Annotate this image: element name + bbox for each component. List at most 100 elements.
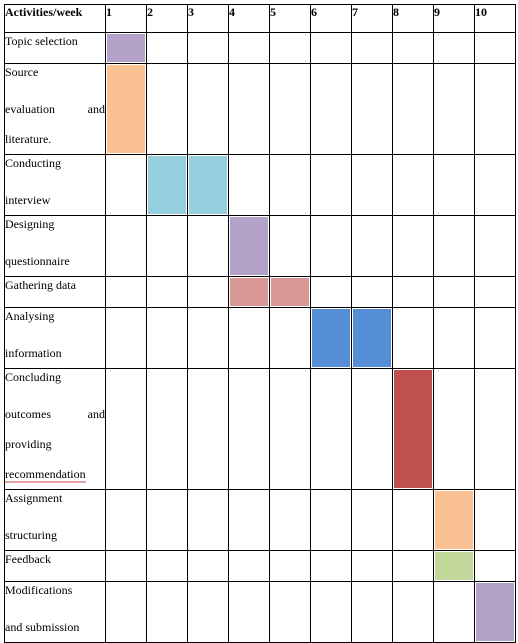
week-cell-3 [187, 32, 229, 64]
week-cell-4 [228, 63, 270, 155]
week-cell-8 [392, 307, 434, 369]
activity-name-line: Assignment [5, 491, 63, 505]
week-cell-1 [105, 63, 147, 155]
week-cell-7 [351, 32, 393, 64]
activity-row: Gathering data [4, 276, 516, 308]
activity-row: Designing questionnaire [4, 215, 516, 277]
week-cell-1 [105, 32, 147, 64]
week-header-9: 9 [433, 4, 475, 33]
week-header-6: 6 [310, 4, 352, 33]
week-cell-7 [351, 63, 393, 155]
schedule-bar [230, 217, 268, 275]
week-cell-8 [392, 489, 434, 551]
week-header-1: 1 [105, 4, 147, 33]
week-cell-9 [433, 489, 475, 551]
week-cell-10 [474, 63, 516, 155]
week-cell-6 [310, 368, 352, 490]
week-cell-10 [474, 32, 516, 64]
week-cell-9 [433, 215, 475, 277]
week-cell-5 [269, 154, 311, 216]
activity-name: Source evaluation and literature. [4, 63, 106, 155]
activity-name-line: outcomes and [5, 407, 105, 421]
activity-row: Source evaluation and literature. [4, 63, 516, 155]
week-cell-1 [105, 489, 147, 551]
week-cell-9 [433, 32, 475, 64]
schedule-bar [435, 552, 473, 580]
week-cell-1 [105, 307, 147, 369]
week-cell-8 [392, 154, 434, 216]
week-header-10: 10 [474, 4, 516, 33]
week-cell-9 [433, 154, 475, 216]
activity-name: Analysing information [4, 307, 106, 369]
week-cell-5 [269, 307, 311, 369]
week-cell-8 [392, 550, 434, 582]
activity-name-line: and submission [5, 620, 80, 634]
week-cell-2 [146, 489, 188, 551]
week-cell-8 [392, 215, 434, 277]
week-cell-3 [187, 581, 229, 643]
schedule-bar [353, 309, 391, 367]
week-header-5: 5 [269, 4, 311, 33]
week-cell-2 [146, 154, 188, 216]
schedule-bar [394, 370, 432, 488]
week-cell-2 [146, 581, 188, 643]
header-row: Activities/week 1 2 3 4 5 6 7 8 9 10 [4, 4, 516, 33]
week-cell-2 [146, 368, 188, 490]
activity-name: Conducting interview [4, 154, 106, 216]
schedule-bar [312, 309, 350, 367]
schedule-bar [107, 65, 145, 153]
week-cell-7 [351, 368, 393, 490]
week-cell-4 [228, 368, 270, 490]
activity-name-line: evaluation and [5, 102, 105, 116]
activity-name-line: recommendation [5, 467, 86, 483]
week-cell-6 [310, 276, 352, 308]
activity-name-line: literature. [5, 132, 52, 146]
week-cell-10 [474, 215, 516, 277]
activity-name-line: Topic selection [5, 34, 78, 48]
week-cell-2 [146, 32, 188, 64]
week-cell-10 [474, 368, 516, 490]
activity-name-line: Gathering data [5, 278, 76, 292]
week-cell-10 [474, 489, 516, 551]
week-cell-6 [310, 307, 352, 369]
week-cell-8 [392, 276, 434, 308]
week-cell-7 [351, 215, 393, 277]
schedule-bar [271, 278, 309, 306]
activity-name-line: Designing [5, 217, 55, 231]
week-cell-8 [392, 32, 434, 64]
activity-name-line: structuring [5, 528, 57, 542]
week-cell-6 [310, 154, 352, 216]
activity-row: Concluding outcomes and providing recommenda… [4, 368, 516, 490]
week-cell-5 [269, 276, 311, 308]
week-cell-7 [351, 581, 393, 643]
week-cell-10 [474, 154, 516, 216]
activity-name-line: interview [5, 193, 51, 207]
week-cell-7 [351, 550, 393, 582]
activity-name: Gathering data [4, 276, 106, 308]
week-cell-3 [187, 307, 229, 369]
week-cell-4 [228, 32, 270, 64]
activity-name: Assignment structuring [4, 489, 106, 551]
gantt-chart-table: Activities/week 1 2 3 4 5 6 7 8 9 10 Topic select… [4, 4, 516, 643]
week-header-7: 7 [351, 4, 393, 33]
week-cell-5 [269, 32, 311, 64]
week-cell-9 [433, 63, 475, 155]
week-cell-4 [228, 307, 270, 369]
week-cell-1 [105, 276, 147, 308]
week-cell-2 [146, 276, 188, 308]
week-cell-6 [310, 581, 352, 643]
week-cell-6 [310, 32, 352, 64]
week-cell-1 [105, 368, 147, 490]
week-cell-5 [269, 581, 311, 643]
week-cell-4 [228, 489, 270, 551]
activity-row: Conducting interview [4, 154, 516, 216]
schedule-bar [476, 583, 514, 641]
activity-row: Topic selection [4, 32, 516, 64]
week-cell-3 [187, 215, 229, 277]
activity-name: Designing questionnaire [4, 215, 106, 277]
week-cell-9 [433, 368, 475, 490]
activity-name-line: Analysing [5, 309, 55, 323]
activity-row: Modifications and submission [4, 581, 516, 643]
week-cell-1 [105, 215, 147, 277]
week-cell-10 [474, 276, 516, 308]
